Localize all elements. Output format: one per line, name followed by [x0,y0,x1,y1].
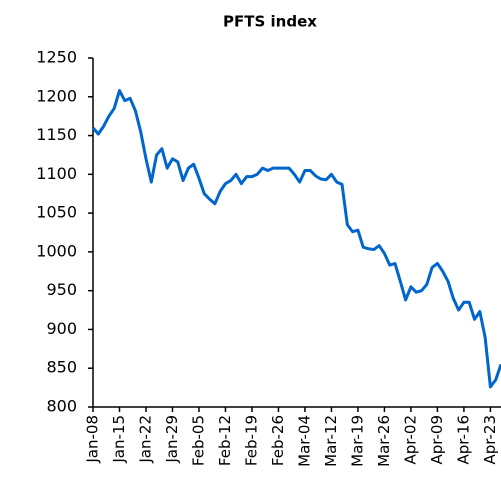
x-tick-label: Apr-09 [428,415,446,465]
chart-title: PFTS index [223,13,317,31]
x-tick-label: Mar-26 [375,415,393,467]
y-tick-label: 1250 [36,48,77,67]
x-tick-label: Feb-12 [216,415,234,466]
x-tick-label: Feb-19 [242,415,260,466]
x-tick-label: Mar-12 [322,415,340,467]
y-tick-label: 950 [46,280,77,299]
x-tick-label: Mar-19 [348,415,366,467]
x-tick-label: Jan-15 [110,415,128,464]
x-tick-label: Apr-16 [454,415,472,465]
y-tick-label: 1150 [36,125,77,144]
y-tick-label: 1050 [36,203,77,222]
x-tick-label: Apr-23 [481,415,499,465]
data-line [91,89,501,389]
y-tick-label: 1000 [36,241,77,260]
x-tick-label: Jan-22 [136,415,154,464]
y-tick-label: 900 [46,319,77,338]
y-tick-label: 1100 [36,164,77,183]
x-tick-label: Jan-29 [163,415,181,464]
x-tick-label: Apr-02 [401,415,419,465]
y-tick-label: 1200 [36,86,77,105]
x-tick-label: Feb-05 [189,415,207,466]
x-tick-label: Jan-08 [84,415,102,464]
y-tick-label: 850 [46,358,77,377]
y-tick-label: 800 [46,397,77,416]
x-tick-label: Feb-26 [269,415,287,466]
x-tick-label: Mar-04 [295,415,313,467]
